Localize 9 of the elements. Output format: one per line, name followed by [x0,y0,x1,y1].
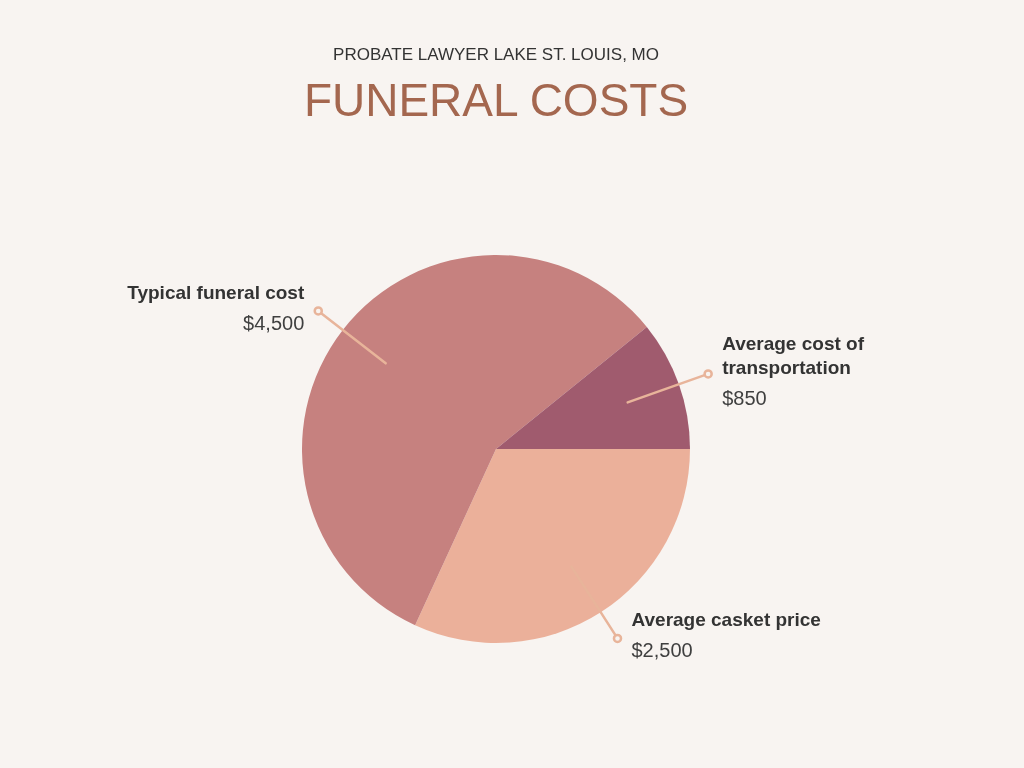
slice-label: Average cost of transportation [722,332,865,378]
data-label: $2,500 [631,639,693,662]
chart-title: FUNERAL COSTS [303,74,689,126]
chart-subtitle: PROBATE LAWYER LAKE ST. LOUIS, MO [333,45,659,64]
slice-label: Typical funeral cost [127,281,305,303]
pie-slice [496,326,690,449]
data-label: $4,500 [243,311,305,334]
slice-label: Average casket price [631,609,821,631]
data-label: $850 [722,386,767,409]
